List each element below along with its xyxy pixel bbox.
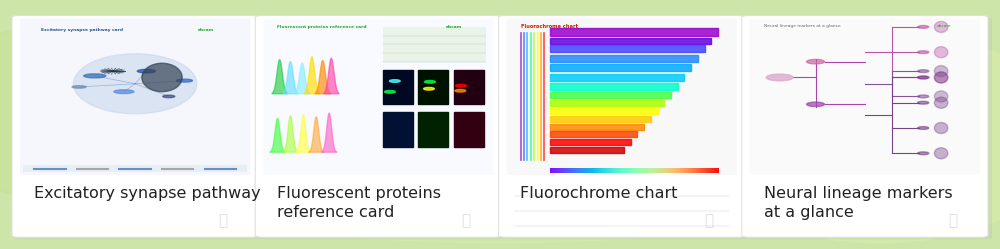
Ellipse shape [934,65,948,77]
Text: abcam: abcam [446,25,462,29]
FancyBboxPatch shape [742,15,988,237]
FancyBboxPatch shape [746,17,992,239]
Circle shape [918,51,929,54]
Ellipse shape [934,148,948,159]
Bar [383,69,413,104]
FancyBboxPatch shape [12,15,258,237]
Circle shape [918,152,929,155]
FancyBboxPatch shape [502,17,749,239]
Bar [550,74,684,81]
Ellipse shape [0,25,200,199]
Bar [418,112,448,147]
Bar [550,147,624,153]
Text: Fluorochrome chart: Fluorochrome chart [520,186,678,201]
FancyBboxPatch shape [750,18,980,175]
Ellipse shape [934,72,948,83]
Ellipse shape [114,90,134,94]
Bar [550,100,664,106]
Bar [23,165,247,172]
Ellipse shape [934,21,948,32]
Ellipse shape [137,69,155,73]
Bar [550,108,658,114]
Bar [550,28,718,36]
FancyBboxPatch shape [20,18,250,175]
FancyBboxPatch shape [259,17,505,239]
Text: abcam: abcam [198,28,214,32]
Circle shape [918,95,929,98]
Ellipse shape [73,54,197,114]
Text: Neural lineage markers
at a glance: Neural lineage markers at a glance [764,186,952,220]
Ellipse shape [934,91,948,102]
Text: Neural lineage markers at a glance: Neural lineage markers at a glance [764,24,841,28]
Bar [454,112,484,147]
Ellipse shape [142,63,182,92]
FancyBboxPatch shape [263,18,493,175]
Circle shape [423,90,434,93]
Text: Excitatory synapse pathway card: Excitatory synapse pathway card [41,28,123,32]
Circle shape [918,126,929,129]
Ellipse shape [690,31,1000,243]
Circle shape [423,88,433,91]
Circle shape [458,83,469,85]
Circle shape [918,101,929,104]
Bar [550,124,644,129]
Text: Fluorescent proteins
reference card: Fluorescent proteins reference card [277,186,441,220]
Text: Fluorescent proteins reference card: Fluorescent proteins reference card [277,25,367,29]
Ellipse shape [84,74,106,78]
Text: 🔍: 🔍 [948,213,957,228]
Circle shape [918,70,929,72]
Circle shape [388,90,398,93]
Ellipse shape [934,72,948,83]
Circle shape [459,90,469,92]
Circle shape [766,74,793,81]
Text: abcam: abcam [937,24,951,28]
Ellipse shape [163,95,175,98]
Text: Fluorochrome chart: Fluorochrome chart [521,24,578,29]
Bar [383,112,413,147]
FancyBboxPatch shape [16,17,262,239]
Circle shape [918,76,929,79]
Circle shape [388,88,399,91]
Text: 🔍: 🔍 [705,213,714,228]
Circle shape [918,25,929,28]
Bar [550,131,637,137]
Bar [550,38,711,44]
Text: 🔍: 🔍 [218,213,227,228]
Circle shape [918,76,929,79]
FancyBboxPatch shape [506,18,737,175]
Text: Excitatory synapse pathway: Excitatory synapse pathway [34,186,260,201]
Ellipse shape [934,47,948,58]
Bar [550,92,671,98]
FancyBboxPatch shape [498,15,745,237]
Bar [550,46,705,52]
Circle shape [807,60,825,64]
Circle shape [807,102,825,107]
Ellipse shape [200,156,800,243]
Ellipse shape [72,86,86,88]
Bar [454,69,484,104]
Ellipse shape [934,97,948,108]
Bar [550,83,678,90]
Ellipse shape [176,79,192,82]
Bar [383,27,486,62]
Bar [550,64,691,71]
Ellipse shape [934,123,948,133]
FancyBboxPatch shape [255,15,501,237]
Bar [550,116,651,122]
Bar [550,139,631,145]
Text: 🔍: 🔍 [461,213,470,228]
Bar [550,55,698,62]
Bar [418,69,448,104]
